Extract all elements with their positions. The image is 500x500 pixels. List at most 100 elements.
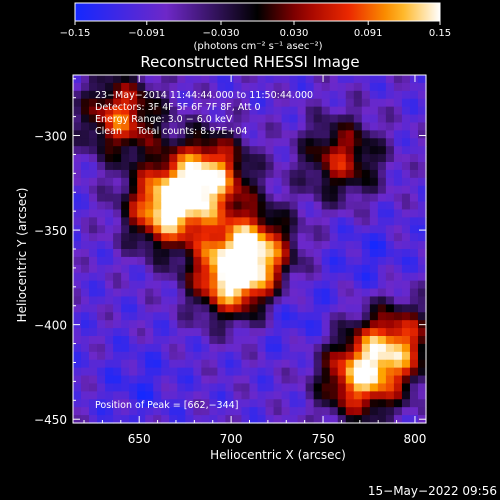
heatmap-cell bbox=[169, 162, 178, 171]
heatmap-cell bbox=[337, 320, 347, 329]
heatmap-cell bbox=[121, 391, 130, 400]
heatmap-cell bbox=[225, 82, 235, 92]
heatmap-cell bbox=[193, 82, 202, 92]
heatmap-cell bbox=[113, 383, 122, 392]
heatmap-cell bbox=[249, 114, 259, 124]
heatmap-cell bbox=[89, 256, 98, 266]
heatmap-cell bbox=[289, 138, 299, 147]
heatmap-cell bbox=[105, 320, 114, 329]
heatmap-cell bbox=[169, 154, 178, 163]
heatmap-cell bbox=[409, 154, 419, 163]
heatmap-cell bbox=[289, 185, 299, 195]
heatmap-cell bbox=[401, 177, 411, 187]
heatmap-cell bbox=[257, 225, 267, 234]
heatmap-cell bbox=[81, 130, 90, 139]
heatmap-cell bbox=[297, 312, 307, 321]
heatmap-cell bbox=[289, 336, 299, 345]
heatmap-cell bbox=[385, 75, 395, 84]
heatmap-cell bbox=[121, 249, 130, 258]
heatmap-cell bbox=[289, 272, 299, 282]
heatmap-cell bbox=[409, 343, 419, 353]
heatmap-cell bbox=[145, 106, 154, 116]
heatmap-cell bbox=[345, 201, 355, 211]
heatmap-cell bbox=[257, 122, 267, 131]
heatmap-cell bbox=[297, 383, 307, 392]
heatmap-cell bbox=[105, 407, 114, 416]
heatmap-cell bbox=[73, 296, 82, 305]
heatmap-cell bbox=[209, 343, 219, 353]
heatmap-cell bbox=[337, 169, 347, 179]
heatmap-cell bbox=[281, 233, 291, 242]
heatmap-cell bbox=[249, 130, 259, 139]
heatmap-cell bbox=[345, 217, 355, 226]
heatmap-cell bbox=[377, 280, 387, 290]
heatmap-cell bbox=[121, 138, 130, 147]
heatmap-cell bbox=[305, 320, 315, 329]
heatmap-cell bbox=[201, 130, 210, 139]
heatmap-cell bbox=[177, 233, 186, 242]
heatmap-cell bbox=[177, 336, 186, 345]
heatmap-cell bbox=[121, 288, 130, 298]
heatmap-cell bbox=[153, 106, 162, 116]
heatmap-cell bbox=[353, 130, 363, 139]
heatmap-cell bbox=[289, 343, 299, 353]
heatmap-cell bbox=[201, 383, 210, 392]
heatmap-cell bbox=[225, 383, 235, 392]
heatmap-cell bbox=[145, 280, 154, 290]
heatmap-cell bbox=[169, 375, 178, 385]
heatmap-cell bbox=[153, 185, 162, 195]
heatmap-cell bbox=[305, 383, 315, 392]
heatmap-cell bbox=[369, 106, 379, 116]
heatmap-cell bbox=[209, 209, 219, 218]
heatmap-cell bbox=[241, 407, 251, 416]
heatmap-cell bbox=[129, 312, 138, 321]
heatmap-cell bbox=[257, 130, 267, 139]
heatmap-cell bbox=[321, 256, 331, 266]
heatmap-cell bbox=[233, 256, 243, 266]
heatmap-cell bbox=[169, 367, 178, 377]
heatmap-cell bbox=[73, 154, 82, 163]
heatmap-cell bbox=[177, 343, 186, 353]
heatmap-cell bbox=[81, 383, 90, 392]
heatmap-cell bbox=[73, 146, 82, 155]
heatmap-cell bbox=[377, 122, 387, 131]
heatmap-cell bbox=[265, 272, 275, 282]
heatmap-cell bbox=[321, 359, 331, 369]
heatmap-cell bbox=[257, 177, 267, 187]
heatmap-cell bbox=[145, 256, 154, 266]
heatmap-cell bbox=[153, 217, 162, 226]
heatmap-cell bbox=[377, 383, 387, 392]
heatmap-cell bbox=[273, 415, 283, 424]
heatmap-cell bbox=[417, 375, 427, 385]
heatmap-cell bbox=[313, 154, 323, 163]
heatmap-cell bbox=[217, 367, 227, 377]
heatmap-cell bbox=[297, 391, 307, 400]
heatmap-cell bbox=[233, 162, 243, 171]
heatmap-cell bbox=[209, 201, 219, 211]
heatmap-cell bbox=[81, 391, 90, 400]
heatmap-cell bbox=[129, 359, 138, 369]
heatmap-cell bbox=[385, 415, 395, 424]
heatmap-cell bbox=[193, 201, 202, 211]
heatmap-cell bbox=[273, 193, 283, 203]
heatmap-cell bbox=[273, 264, 283, 274]
heatmap-cell bbox=[329, 169, 339, 179]
heatmap-cell bbox=[201, 359, 210, 369]
heatmap-cell bbox=[417, 399, 427, 408]
heatmap-cell bbox=[401, 272, 411, 282]
heatmap-cell bbox=[265, 351, 275, 361]
heatmap-cell bbox=[153, 154, 162, 163]
heatmap-cell bbox=[385, 249, 395, 258]
heatmap-cell bbox=[81, 256, 90, 266]
heatmap-cell bbox=[145, 162, 154, 171]
heatmap-cell bbox=[201, 122, 210, 131]
heatmap-cell bbox=[177, 256, 186, 266]
heatmap-cell bbox=[369, 90, 379, 100]
heatmap-cell bbox=[321, 383, 331, 392]
heatmap-cell bbox=[177, 272, 186, 282]
heatmap-cell bbox=[169, 399, 178, 408]
heatmap-cell bbox=[225, 272, 235, 282]
heatmap-cell bbox=[377, 114, 387, 124]
heatmap-cell bbox=[225, 114, 235, 124]
heatmap-cell bbox=[417, 233, 427, 242]
